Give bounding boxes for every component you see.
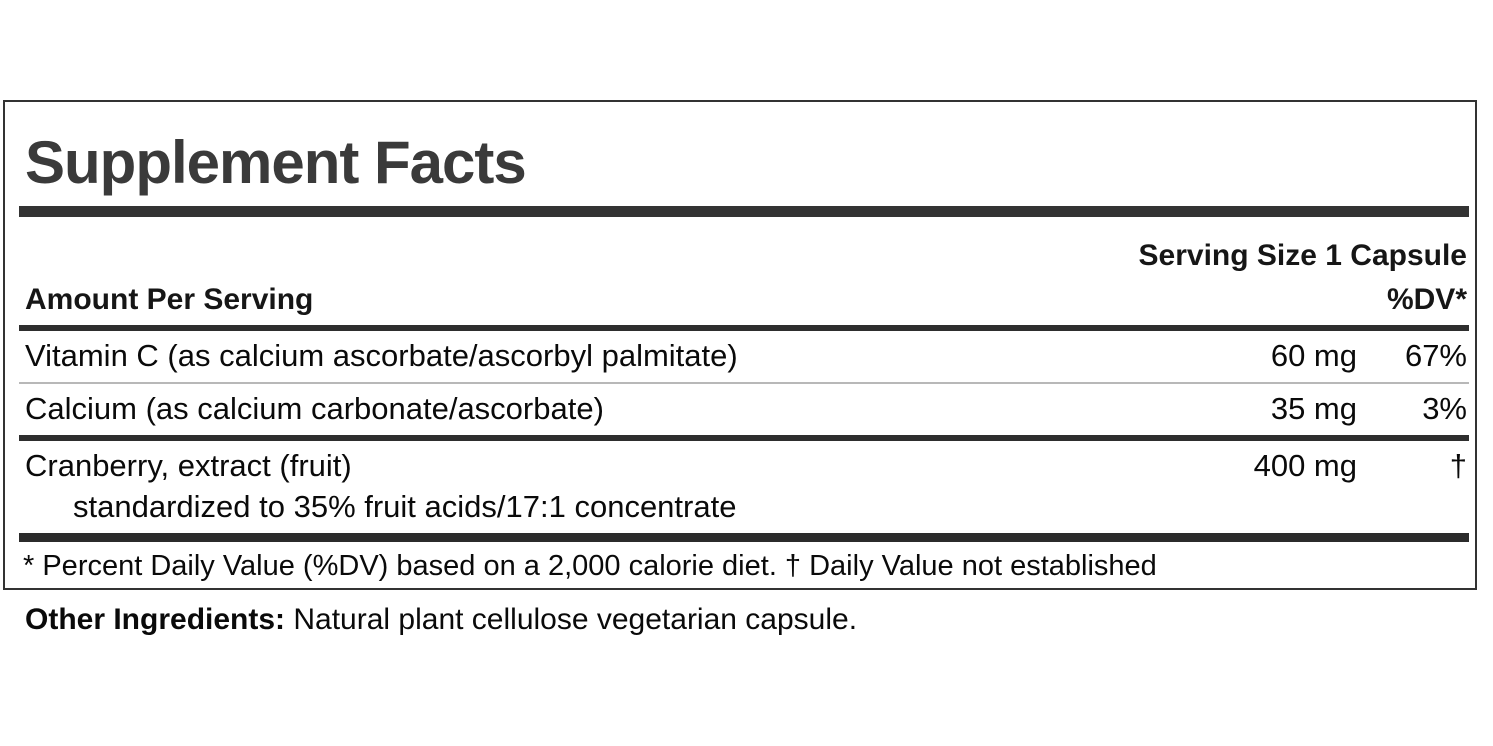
nutrient-dv: † <box>1449 448 1467 483</box>
nutrient-row-cranberry: Cranberry, extract (fruit) 400 mg † <box>5 441 1475 483</box>
amount-per-serving-header: Amount Per Serving <box>25 283 314 316</box>
nutrient-standardization-note: standardized to 35% fruit acids/17:1 con… <box>73 489 737 524</box>
serving-size: Serving Size 1 Capsule <box>1138 239 1467 272</box>
nutrient-dv: 3% <box>1422 391 1467 426</box>
nutrient-amount: 60 mg <box>1270 338 1357 373</box>
nutrient-amount: 35 mg <box>1270 391 1357 426</box>
daily-value-footnote: * Percent Daily Value (%DV) based on a 2… <box>23 550 1157 582</box>
nutrient-dv: 67% <box>1404 338 1467 373</box>
nutrient-row-calcium: Calcium (as calcium carbonate/ascorbate)… <box>5 384 1475 435</box>
title-divider-bar <box>19 206 1469 217</box>
panel-title: Supplement Facts <box>25 129 527 196</box>
nutrient-name: Cranberry, extract (fruit) <box>25 448 352 483</box>
other-ingredients-label: Other Ingredients: <box>25 603 286 636</box>
dv-header: %DV* <box>1386 283 1467 316</box>
nutrient-name: Calcium (as calcium carbonate/ascorbate) <box>25 391 604 426</box>
header-divider-bar <box>19 325 1469 331</box>
supplement-facts-panel: Supplement Facts Serving Size 1 Capsule … <box>3 100 1477 590</box>
nutrient-amount: 400 mg <box>1253 448 1357 483</box>
footnote-divider-bar <box>19 533 1469 542</box>
row-hairline-divider <box>19 382 1469 384</box>
nutrient-row-vitamin-c: Vitamin C (as calcium ascorbate/ascorbyl… <box>5 331 1475 382</box>
section-divider-bar <box>19 435 1469 441</box>
column-header-row: Amount Per Serving %DV* <box>5 283 1475 317</box>
other-ingredients-text: Natural plant cellulose vegetarian capsu… <box>285 603 858 636</box>
other-ingredients-line: Other Ingredients: Natural plant cellulo… <box>25 602 857 638</box>
nutrient-name: Vitamin C (as calcium ascorbate/ascorbyl… <box>25 338 738 373</box>
